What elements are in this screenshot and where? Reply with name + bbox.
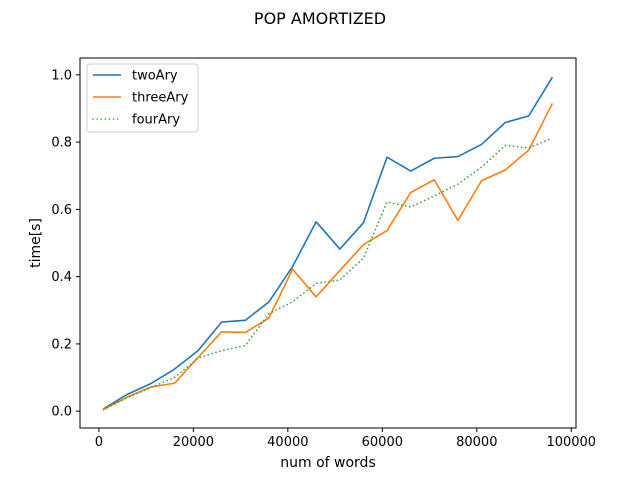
legend-label-0: twoAry [132, 69, 178, 84]
series-line-2 [102, 137, 554, 411]
x-axis-title: num of words [280, 455, 375, 471]
y-tick-label: 1.0 [51, 68, 72, 83]
x-tick-label: 100000 [546, 435, 596, 450]
plot-frame [79, 57, 577, 429]
series-line-0 [103, 76, 554, 410]
y-tick-label: 0.2 [51, 337, 72, 352]
x-axis: 0 20000 40000 60000 80000 100000 [95, 428, 596, 450]
y-axis: 0.0 0.2 0.4 0.6 0.8 1.0 [51, 68, 80, 420]
y-tick-label: 0.8 [51, 136, 72, 151]
x-tick-label: 40000 [267, 435, 308, 450]
legend-box [86, 63, 199, 133]
x-tick-label: 80000 [456, 435, 497, 450]
x-tick-label: 20000 [173, 435, 214, 450]
y-axis-title: time[s] [28, 218, 44, 268]
y-tick-label: 0.0 [51, 405, 72, 420]
legend-label-2: fourAry [132, 113, 180, 128]
y-tick-label: 0.6 [51, 203, 72, 218]
x-tick-label: 0 [95, 435, 103, 450]
legend-label-1: threeAry [132, 91, 189, 106]
x-tick-label: 60000 [362, 435, 403, 450]
y-tick-label: 0.4 [51, 270, 72, 285]
legend: twoAry threeAry fourAry [86, 63, 199, 133]
chart-title: POP AMORTIZED [254, 9, 386, 28]
plot-lines [102, 76, 554, 411]
series-line-1 [103, 103, 554, 411]
